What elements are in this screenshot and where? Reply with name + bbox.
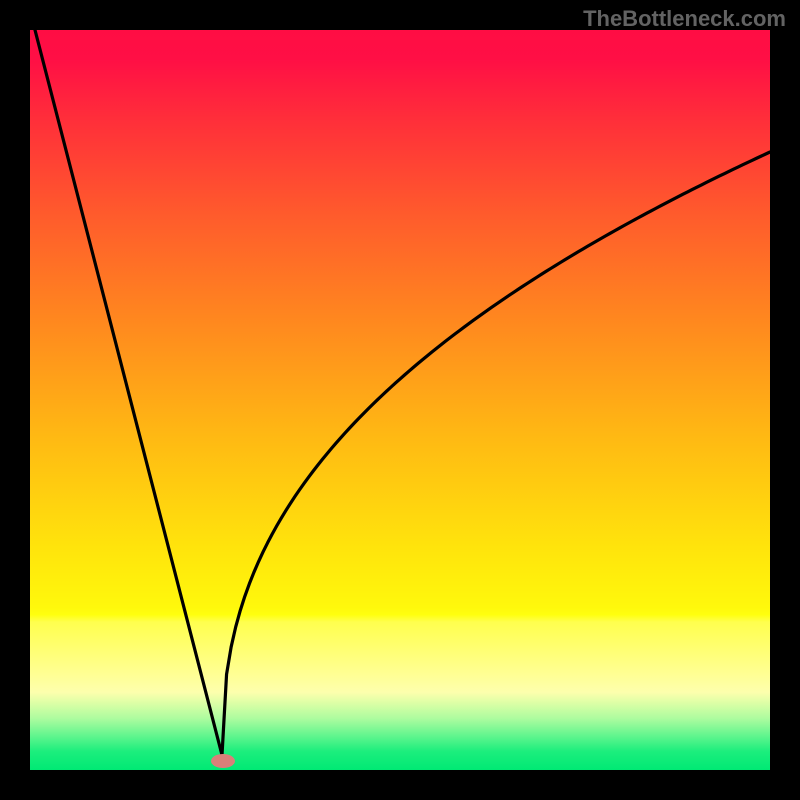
bottleneck-chart xyxy=(0,0,800,800)
chart-container: { "watermark": "TheBottleneck.com", "cha… xyxy=(0,0,800,800)
watermark-text: TheBottleneck.com xyxy=(583,6,786,32)
vertex-marker xyxy=(211,754,235,768)
